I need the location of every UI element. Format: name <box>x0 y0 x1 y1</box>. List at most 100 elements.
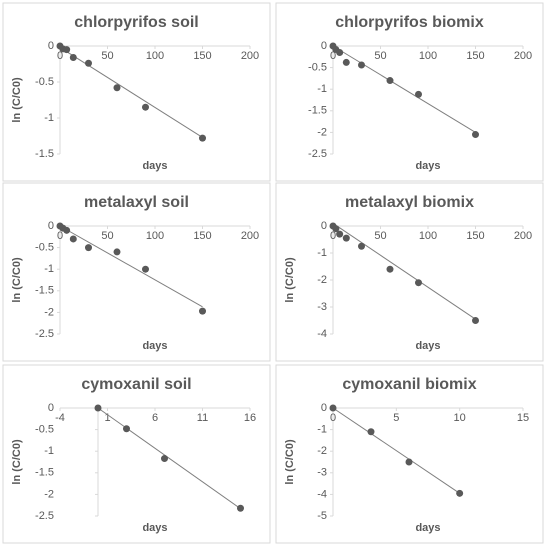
y-tick-label: -2 <box>317 445 327 457</box>
x-tick-label: 50 <box>101 230 113 242</box>
panel-border <box>2 364 271 544</box>
x-axis-label: days <box>142 160 167 172</box>
x-tick-label: 16 <box>244 412 256 424</box>
chart-title: cymoxanil biomix <box>342 376 476 393</box>
y-tick-label: -3 <box>317 301 327 313</box>
y-tick-label: -1 <box>317 83 327 95</box>
y-tick-label: -2 <box>44 306 54 318</box>
data-point <box>386 77 394 85</box>
y-tick-label: -0.5 <box>35 76 54 88</box>
y-axis-label: ln (C/C0) <box>11 439 23 485</box>
x-tick-label: 50 <box>101 50 113 62</box>
chart-title: chlorpyrifos biomix <box>335 14 484 31</box>
data-point <box>69 235 77 243</box>
y-axis-label: ln (C/C0) <box>284 257 296 303</box>
data-point <box>199 134 206 142</box>
y-tick-label: -0.5 <box>35 424 54 436</box>
x-tick-label: 150 <box>193 230 211 242</box>
x-tick-label: 11 <box>197 412 208 424</box>
x-tick-label: 1 <box>104 412 110 424</box>
data-point <box>85 59 92 67</box>
x-tick-label: 200 <box>241 50 259 62</box>
y-axis-label: ln (C/C0) <box>11 257 23 303</box>
trend-line <box>59 47 203 138</box>
data-point <box>113 84 121 92</box>
data-point <box>142 265 149 273</box>
trend-line <box>332 407 460 494</box>
x-tick-label: 0 <box>330 412 336 424</box>
data-point <box>161 455 168 463</box>
y-tick-label: -1 <box>317 424 327 436</box>
x-tick-label: 100 <box>146 50 164 62</box>
y-tick-label: -1.5 <box>35 148 54 160</box>
data-point <box>94 404 102 412</box>
x-axis-label: days <box>415 160 440 172</box>
y-tick-label: 0 <box>321 40 327 52</box>
data-point <box>472 317 479 324</box>
trend-line <box>97 407 241 510</box>
x-tick-label: 5 <box>393 412 399 424</box>
y-tick-label: -1 <box>44 263 54 275</box>
x-axis-label: days <box>415 340 440 352</box>
x-tick-label: 50 <box>374 50 386 62</box>
x-tick-label: 150 <box>193 50 211 62</box>
data-point <box>336 230 344 238</box>
y-tick-label: -4 <box>317 488 327 500</box>
y-tick-label: -2.5 <box>308 148 327 160</box>
data-point <box>415 279 422 287</box>
panel-border <box>275 182 544 362</box>
x-tick-label: 15 <box>517 412 529 424</box>
x-tick-label: 150 <box>466 230 484 242</box>
data-point <box>367 428 375 436</box>
data-point <box>472 131 479 139</box>
x-tick-label: 0 <box>330 230 336 242</box>
data-point <box>332 225 340 233</box>
chart-title: metalaxyl biomix <box>345 194 474 211</box>
y-tick-label: -2 <box>317 126 327 138</box>
x-tick-label: 0 <box>57 230 63 242</box>
data-point <box>329 404 337 412</box>
x-tick-label: 6 <box>152 412 158 424</box>
y-tick-label: -2.5 <box>35 328 54 340</box>
data-point <box>63 226 71 234</box>
trend-line <box>59 225 203 308</box>
x-axis-label: days <box>142 340 167 352</box>
y-tick-label: 0 <box>48 220 54 232</box>
data-point <box>142 103 149 111</box>
chart-title: metalaxyl soil <box>84 194 189 211</box>
x-tick-label: 100 <box>419 230 437 242</box>
data-point <box>69 54 77 62</box>
y-tick-label: -3 <box>317 467 327 479</box>
data-point <box>358 242 365 250</box>
panel-border <box>2 2 271 182</box>
y-tick-label: -1.5 <box>35 285 54 297</box>
x-tick-label: 50 <box>374 230 386 242</box>
data-point <box>85 244 92 252</box>
data-point <box>63 46 71 54</box>
x-tick-label: 200 <box>514 230 532 242</box>
data-point <box>199 307 206 315</box>
data-point <box>415 90 422 98</box>
y-tick-label: -1.5 <box>308 105 327 117</box>
chart-title: cymoxanil soil <box>81 376 191 393</box>
x-tick-label: 200 <box>241 230 259 242</box>
x-tick-label: 0 <box>57 50 63 62</box>
panel: metalaxyl soil days ln (C/C0) 0 50 100 150 200 0… <box>2 182 271 362</box>
y-tick-label: 0 <box>48 40 54 52</box>
y-tick-label: 0 <box>321 220 327 232</box>
x-tick-label: 10 <box>454 412 466 424</box>
y-tick-label: -0.5 <box>35 242 54 254</box>
y-tick-label: -1.5 <box>35 467 54 479</box>
y-tick-label: -2 <box>44 488 54 500</box>
data-point <box>336 48 344 56</box>
x-tick-label: 0 <box>330 50 336 62</box>
trend-line <box>332 222 476 320</box>
x-axis-label: days <box>142 522 167 534</box>
y-tick-label: -2 <box>317 274 327 286</box>
y-tick-label: 0 <box>48 402 54 414</box>
y-tick-label: 0 <box>321 402 327 414</box>
y-tick-label: -2.5 <box>35 510 54 522</box>
y-axis-label: ln (C/C0) <box>11 77 23 123</box>
x-tick-label: 150 <box>466 50 484 62</box>
